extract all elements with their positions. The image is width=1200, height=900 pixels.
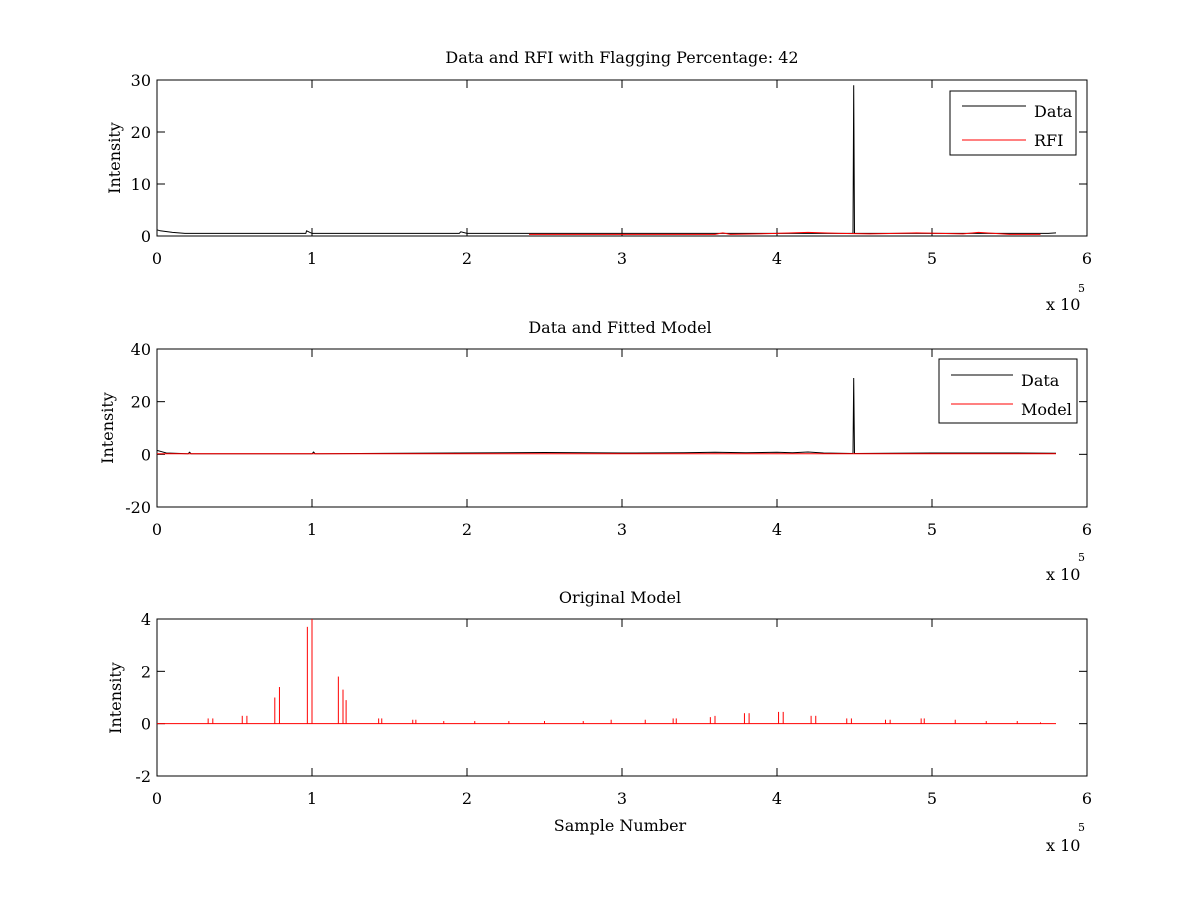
chart-1-legend-label-data: Data: [1034, 102, 1073, 121]
chart-3-ytick-label: 2: [141, 662, 151, 681]
chart-2-x-multiplier-base: x 10: [1046, 565, 1080, 584]
chart-2-xtick-label: 1: [307, 520, 317, 539]
chart-1-x-multiplier-base: x 10: [1046, 295, 1080, 314]
chart-2-ylabel: Intensity: [98, 392, 117, 464]
chart-2-ytick-label: 40: [131, 340, 151, 359]
chart-1-ytick-label: 20: [131, 123, 151, 142]
chart-1-x-multiplier: x 10 5: [1046, 282, 1085, 314]
chart-3-xtick-label: 4: [772, 789, 782, 808]
chart-2-legend: Data Model: [938, 358, 1078, 424]
chart-2-ytick-label: 0: [141, 445, 151, 464]
chart-3-x-multiplier-exponent: 5: [1078, 821, 1085, 834]
chart-2-ytick-label: 20: [131, 393, 151, 412]
chart-1-xtick-label: 3: [617, 249, 627, 268]
chart-2-xtick-label: 6: [1082, 520, 1092, 539]
chart-2-ytick-label: -20: [125, 498, 151, 517]
chart-3-xtick-label: 1: [307, 789, 317, 808]
chart-3-ylabel: Intensity: [106, 662, 125, 734]
chart-1-ytick-label: 30: [131, 71, 151, 90]
chart-2-xtick-label: 0: [152, 520, 162, 539]
chart-1-xtick-label: 0: [152, 249, 162, 268]
chart-1-legend: Data RFI: [949, 90, 1077, 156]
chart-1-legend-box: [949, 90, 1077, 156]
chart-2-x-multiplier-exponent: 5: [1078, 551, 1085, 564]
chart-3-title: Original Model: [559, 588, 681, 607]
chart-3-ytick-label: 4: [141, 610, 151, 629]
chart-3-xtick-label: 5: [927, 789, 937, 808]
chart-1-ylabel: Intensity: [105, 122, 124, 194]
chart-2-xtick-label: 4: [772, 520, 782, 539]
chart-2-xtick-label: 2: [462, 520, 472, 539]
chart-3-xtick-label: 3: [617, 789, 627, 808]
panel-2: Data and Fitted Model Intensity 0 1 2 3 4 5 6 -…: [98, 318, 1092, 584]
chart-2-legend-label-data: Data: [1021, 371, 1060, 390]
chart-1-ytick-label: 10: [131, 175, 151, 194]
chart-1-xtick-label: 4: [772, 249, 782, 268]
chart-3-xlabel: Sample Number: [554, 816, 687, 835]
chart-1-xtick-label: 1: [307, 249, 317, 268]
chart-3-xtick-label: 0: [152, 789, 162, 808]
chart-3-ytick-label: 0: [141, 715, 151, 734]
chart-3-x-multiplier-base: x 10: [1046, 836, 1080, 855]
chart-3-ytick-label: -2: [135, 767, 151, 786]
chart-3-xtick-label: 2: [462, 789, 472, 808]
chart-3-xtick-label: 6: [1082, 789, 1092, 808]
chart-1-xtick-label: 2: [462, 249, 472, 268]
chart-2-xtick-label: 3: [617, 520, 627, 539]
chart-1-xtick-label: 6: [1082, 249, 1092, 268]
chart-1-xtick-label: 5: [927, 249, 937, 268]
chart-1-plot-area: 0 1 2 3 4 5 6 0 10 20 30: [131, 71, 1092, 268]
chart-2-x-multiplier: x 10 5: [1046, 551, 1085, 584]
chart-1-ytick-label: 0: [141, 227, 151, 246]
chart-2-legend-label-model: Model: [1021, 400, 1072, 419]
chart-1-series-rfi: [529, 231, 1041, 235]
chart-2-legend-box: [938, 358, 1078, 424]
chart-1-legend-label-rfi: RFI: [1034, 131, 1063, 150]
chart-2-series-data: [156, 377, 1057, 455]
chart-2-xtick-label: 5: [927, 520, 937, 539]
chart-1-x-multiplier-exponent: 5: [1078, 282, 1085, 295]
panel-1: Data and RFI with Flagging Percentage: 4…: [105, 48, 1092, 314]
chart-3-x-multiplier: x 10 5: [1046, 821, 1085, 855]
chart-2-title: Data and Fitted Model: [528, 318, 711, 337]
chart-1-title: Data and RFI with Flagging Percentage: 4…: [445, 48, 798, 67]
